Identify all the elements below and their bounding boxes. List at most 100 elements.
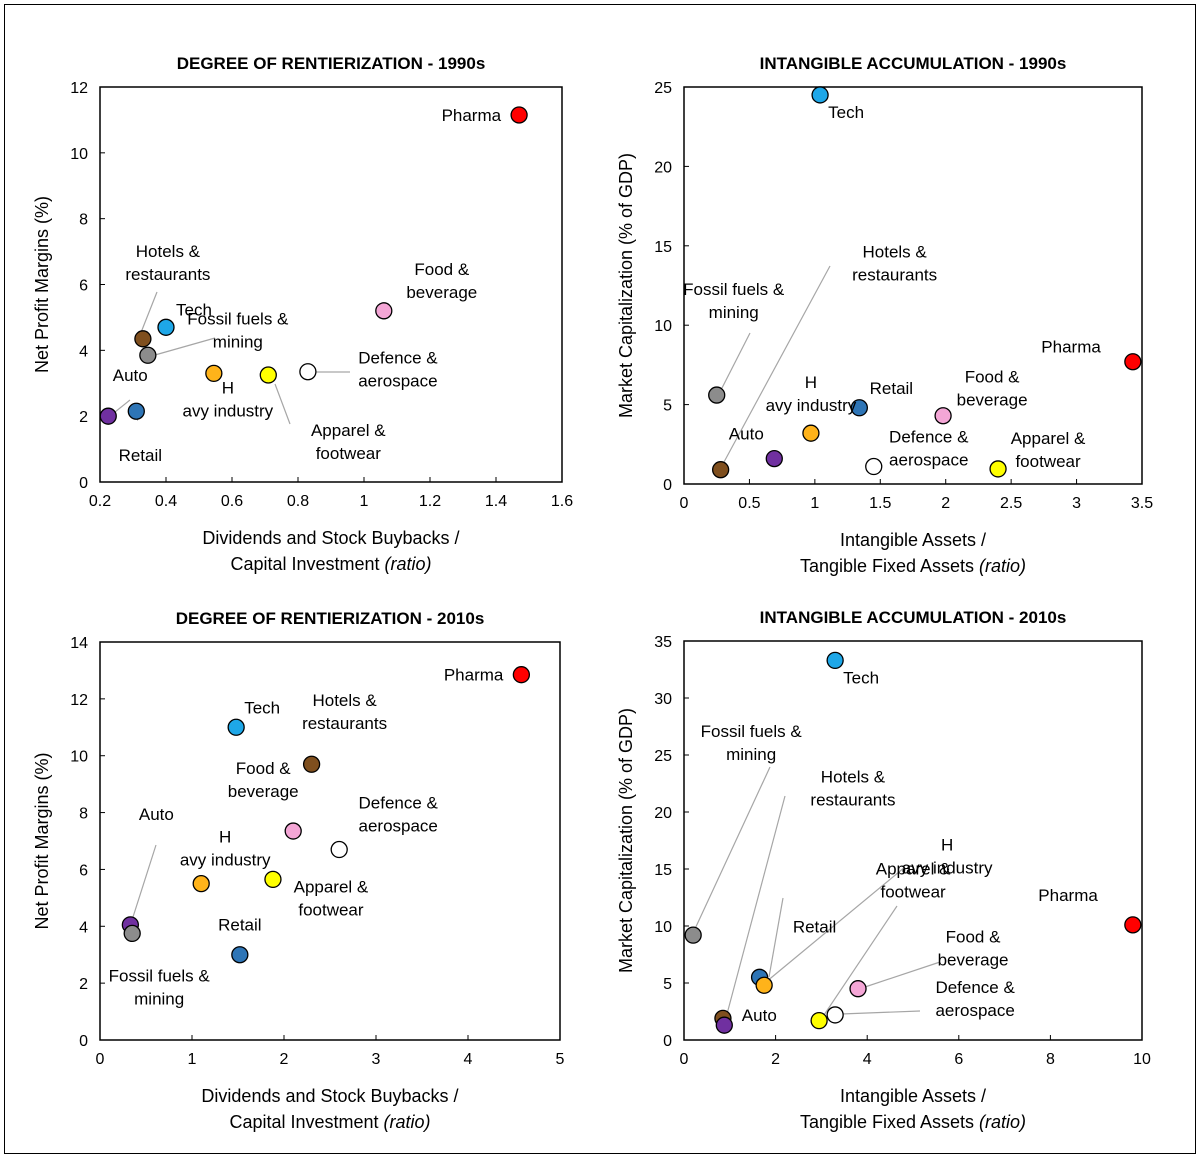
- data-point: [264, 870, 282, 889]
- data-point: [865, 457, 883, 476]
- point-label: Defence & aerospace: [359, 794, 439, 836]
- plot-area: [99, 641, 561, 1041]
- x-tick-label: 3.5: [1131, 495, 1153, 512]
- x-axis-label-line2: Capital Investment (ratio): [230, 554, 431, 574]
- data-point: [711, 461, 730, 479]
- chart-title: DEGREE OF RENTIERIZATION - 1990s: [177, 54, 486, 73]
- data-point: [139, 346, 157, 364]
- data-point: [512, 666, 531, 684]
- data-point: [708, 386, 726, 404]
- leader-line: [693, 766, 771, 932]
- chart-2: INTANGIBLE ACCUMULATION - 1990s 0 0.5 1 1.5 2…: [616, 54, 1153, 576]
- data-point: [231, 946, 249, 964]
- data-point: [989, 460, 1007, 478]
- data-point: [284, 822, 302, 840]
- y-tick-label: 2: [79, 976, 88, 993]
- x-tick-label: 0: [680, 1051, 689, 1068]
- data-point: [850, 399, 868, 417]
- data-point: [826, 1006, 844, 1024]
- data-point: [684, 926, 702, 944]
- point-label: Tech: [176, 300, 212, 319]
- x-tick-label: 1.4: [485, 493, 507, 510]
- y-tick-label: 10: [70, 749, 88, 766]
- point-label: Auto: [139, 805, 174, 824]
- point-label: Hotels & restaurants: [302, 691, 387, 733]
- point-label: Fossil fuels & mining: [701, 722, 803, 764]
- leader-line: [154, 337, 216, 356]
- figure-frame: DEGREE OF RENTIERIZATION - 1990s 0.2 0.4 0.…: [4, 4, 1196, 1154]
- x-tick-label: 2: [941, 495, 950, 512]
- y-tick-label: 0: [79, 475, 88, 492]
- chart-4: INTANGIBLE ACCUMULATION - 2010s 0 2 4 6 8 10 0 5…: [616, 608, 1151, 1132]
- data-point: [765, 449, 783, 468]
- x-tick-label: 0: [680, 495, 689, 512]
- data-point: [811, 86, 829, 104]
- y-tick-label: 15: [654, 239, 672, 256]
- data-point: [802, 424, 820, 442]
- x-tick-label: 4: [464, 1051, 473, 1068]
- point-label: Tech: [244, 698, 280, 717]
- y-tick-label: 5: [663, 398, 672, 415]
- x-tick-label: 0.5: [738, 495, 760, 512]
- x-tick-label: 0: [96, 1051, 105, 1068]
- y-axis-label: Net Profit Margins (%): [32, 196, 52, 373]
- x-axis-label: Dividends and Stock Buybacks /: [202, 528, 459, 548]
- y-tick-label: 35: [654, 634, 672, 651]
- point-label: Retail: [793, 917, 836, 936]
- y-tick-label: 0: [663, 1033, 672, 1050]
- y-tick-label: 8: [79, 212, 88, 229]
- data-point: [227, 718, 245, 736]
- x-tick-label: 4: [863, 1051, 872, 1068]
- y-tick-label: 8: [79, 806, 88, 823]
- y-tick-label: 20: [654, 805, 672, 822]
- point-label: Fossil fuels & mining: [187, 309, 289, 351]
- x-tick-label: 0.8: [287, 493, 309, 510]
- chart-title: DEGREE OF RENTIERIZATION - 2010s: [176, 609, 485, 628]
- leader-line: [139, 291, 158, 336]
- y-axis-label: Net Profit Margins (%): [32, 752, 52, 929]
- leader-line: [768, 897, 784, 978]
- point-label: Apparel & footwear: [1011, 429, 1086, 471]
- y-tick-label: 20: [654, 159, 672, 176]
- x-tick-label: 2: [771, 1051, 780, 1068]
- leader-line: [726, 795, 786, 1015]
- y-tick-label: 0: [663, 477, 672, 494]
- data-point: [192, 874, 210, 893]
- point-label: Auto: [742, 1006, 777, 1025]
- data-point: [1124, 916, 1142, 934]
- data-point: [849, 980, 867, 998]
- data-point: [134, 330, 152, 348]
- x-tick-label: 1: [810, 495, 819, 512]
- leader-line: [114, 399, 131, 413]
- point-label: Defence & aerospace: [889, 428, 969, 470]
- plot-area: [683, 640, 1143, 1041]
- x-axis-label-line2: Capital Investment (ratio): [229, 1112, 430, 1132]
- y-tick-label: 6: [79, 862, 88, 879]
- y-tick-label: 12: [70, 692, 88, 709]
- point-label: Pharma: [1038, 886, 1098, 905]
- data-point: [259, 366, 277, 384]
- chart-title: INTANGIBLE ACCUMULATION - 2010s: [760, 608, 1067, 627]
- data-point: [755, 976, 773, 994]
- x-tick-label: 3: [372, 1051, 381, 1068]
- point-label: Hotels & restaurants: [125, 242, 210, 284]
- data-point: [510, 106, 528, 124]
- y-tick-label: 4: [79, 919, 88, 936]
- point-label: Hotels & restaurants: [810, 767, 895, 809]
- data-point: [330, 840, 348, 859]
- point-label: Auto: [113, 366, 148, 385]
- point-label: Hotels & restaurants: [852, 243, 937, 285]
- y-tick-label: 25: [654, 80, 672, 97]
- point-label: Pharma: [442, 106, 502, 125]
- x-tick-label: 3: [1072, 495, 1081, 512]
- y-tick-label: 5: [663, 976, 672, 993]
- y-tick-label: 10: [654, 919, 672, 936]
- data-point: [715, 1016, 733, 1034]
- y-tick-label: 6: [79, 278, 88, 295]
- plot-area: [683, 86, 1143, 485]
- leader-line: [132, 844, 157, 918]
